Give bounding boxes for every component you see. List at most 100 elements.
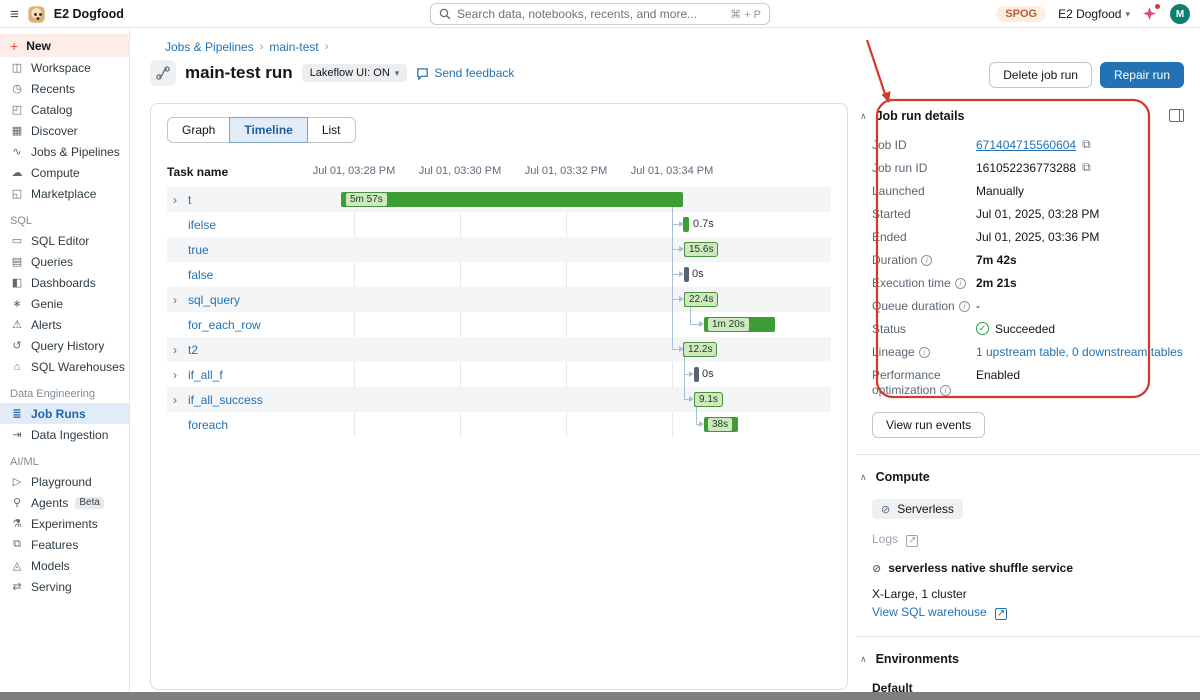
sidebar-item-models[interactable]: ◬ Models — [0, 555, 129, 576]
task-name-link[interactable]: t — [188, 192, 192, 207]
task-duration-bar[interactable] — [684, 267, 689, 282]
task-row[interactable]: true 15.6s — [167, 237, 831, 262]
sidebar-section-aiml: AI/ML — [10, 456, 39, 468]
expand-chevron-icon[interactable]: › — [173, 367, 177, 382]
field-queue-duration: Queue duration i - — [872, 299, 980, 313]
dependency-connector — [673, 298, 679, 300]
sidebar-item-marketplace[interactable]: ◱ Marketplace — [11, 186, 97, 201]
sidebar-item-sql-editor[interactable]: ▭ SQL Editor — [11, 233, 90, 248]
user-avatar[interactable]: M — [1170, 4, 1190, 24]
sidebar-item-alerts[interactable]: ⚠ Alerts — [0, 314, 129, 335]
expand-chevron-icon[interactable]: › — [173, 342, 177, 357]
dependency-arrow-icon — [679, 345, 684, 352]
spog-badge: SPOG — [996, 6, 1047, 22]
sidebar-item-data-ingestion[interactable]: ⇥ Data Ingestion — [0, 424, 129, 445]
dependency-connector — [690, 323, 699, 325]
new-button[interactable]: + New — [0, 34, 129, 57]
compute-section-header: ∧ Compute — [860, 470, 1184, 484]
expand-chevron-icon[interactable]: › — [173, 292, 177, 307]
task-row[interactable]: for_each_row 1m 20s — [167, 312, 831, 337]
tab-timeline[interactable]: Timeline — [229, 117, 308, 143]
hamburger-menu-icon[interactable]: ≡ — [10, 5, 19, 23]
sidebar-item-playground[interactable]: ▷ Playground — [0, 471, 129, 492]
sidebar-item-queries[interactable]: ▤ Queries — [11, 254, 74, 269]
task-duration-bar[interactable] — [694, 367, 699, 382]
sidebar-item-dashboards[interactable]: ◧ Dashboards — [11, 275, 96, 290]
sidebar-item-serving[interactable]: ⇄ Serving — [0, 576, 129, 597]
global-search[interactable]: ⌘ + P — [430, 3, 770, 25]
lakeflow-ui-toggle[interactable]: Lakeflow UI: ON ▾ — [301, 64, 408, 82]
dependency-connector — [684, 398, 689, 400]
external-link-icon[interactable]: ↗ — [995, 608, 1008, 620]
dependency-connector — [673, 348, 679, 350]
task-name-link[interactable]: sql_query — [188, 292, 241, 307]
view-sql-warehouse-link[interactable]: View SQL warehouse — [872, 605, 987, 619]
task-duration-bar[interactable] — [341, 192, 683, 207]
task-name-link[interactable]: if_all_f — [188, 367, 223, 382]
task-name-link[interactable]: foreach — [188, 417, 229, 432]
open-run-details-panel-icon[interactable] — [1169, 109, 1184, 122]
sidebar-item-sql-warehouses[interactable]: ⌂ SQL Warehouses — [0, 356, 129, 377]
copy-icon[interactable]: ⧉ — [1082, 137, 1091, 151]
sidebar-item-compute[interactable]: ☁ Compute — [11, 165, 80, 180]
send-feedback-link[interactable]: Send feedback — [416, 66, 514, 80]
serverless-chip[interactable]: ⊘ Serverless — [872, 499, 963, 519]
delete-job-run-button[interactable]: Delete job run — [989, 62, 1092, 88]
search-input[interactable] — [457, 7, 725, 21]
sidebar-item-experiments[interactable]: ⚗ Experiments — [0, 513, 129, 534]
recents-clock-icon: ◷ — [12, 83, 22, 95]
lineage-link[interactable]: 1 upstream table, 0 downstream tables — [976, 345, 1183, 359]
sidebar-item-recents[interactable]: ◷ Recents — [0, 78, 129, 99]
tab-graph[interactable]: Graph — [167, 117, 231, 143]
field-job-id: Job ID 671404715560604 ⧉ — [872, 137, 1091, 153]
dependency-connector — [696, 406, 697, 425]
workspace-logo[interactable] — [27, 5, 45, 23]
info-icon: i — [954, 278, 966, 289]
collapse-chevron-icon[interactable]: ∧ — [860, 471, 867, 482]
collapse-chevron-icon[interactable]: ∧ — [860, 110, 867, 121]
repair-run-button[interactable]: Repair run — [1099, 62, 1184, 88]
sidebar-item-job-runs[interactable]: ≣ Job Runs — [0, 403, 129, 424]
breadcrumb-main-test[interactable]: main-test — [269, 40, 319, 54]
task-name-link[interactable]: true — [188, 242, 209, 257]
task-row[interactable]: › if_all_success 9.1s — [167, 387, 831, 412]
task-row[interactable]: ifelse 0.7s — [167, 212, 831, 237]
shuffle-service-row: ⊘ serverless native shuffle service — [872, 561, 1073, 575]
models-icon: ◬ — [12, 560, 22, 572]
sidebar-item-query-history[interactable]: ↺ Query History — [0, 335, 129, 356]
breadcrumb-jobs-pipelines[interactable]: Jobs & Pipelines — [165, 40, 254, 54]
task-row[interactable]: › sql_query 22.4s — [167, 287, 831, 312]
expand-chevron-icon[interactable]: › — [173, 392, 177, 407]
sidebar-item-agents[interactable]: ⚲ Agents Beta — [0, 492, 129, 513]
sidebar-item-catalog[interactable]: ◰ Catalog — [11, 102, 73, 117]
job-id-link[interactable]: 671404715560604 — [976, 138, 1077, 152]
task-duration-bar[interactable] — [683, 217, 689, 232]
task-row[interactable]: › t2 12.2s — [167, 337, 831, 362]
task-row[interactable]: › if_all_f 0s — [167, 362, 831, 387]
sidebar-item-jobs-pipelines[interactable]: ∿ Jobs & Pipelines — [0, 141, 129, 162]
logs-link[interactable]: Logs — [872, 532, 899, 546]
sidebar-item-workspace[interactable]: ◫ Workspace — [11, 60, 91, 75]
workspace-switcher[interactable]: E2 Dogfood ▾ — [1058, 7, 1130, 21]
collapse-chevron-icon[interactable]: ∧ — [860, 653, 867, 664]
sidebar-item-genie[interactable]: ∗ Genie — [0, 293, 129, 314]
task-row[interactable]: foreach 38s — [167, 412, 831, 437]
sidebar-item-discover[interactable]: ▦ Discover — [11, 123, 78, 138]
assistant-sparkle-icon[interactable] — [1142, 4, 1160, 22]
task-row[interactable]: false 0s — [167, 262, 831, 287]
task-row[interactable]: › t 5m 57s — [167, 187, 831, 212]
dashboards-icon: ◧ — [11, 277, 23, 289]
copy-icon[interactable]: ⧉ — [1082, 160, 1091, 174]
task-name-link[interactable]: if_all_success — [188, 392, 263, 407]
task-name-link[interactable]: t2 — [188, 342, 199, 357]
task-name-link[interactable]: for_each_row — [188, 317, 261, 332]
marketplace-icon: ◱ — [11, 188, 23, 200]
tab-list[interactable]: List — [306, 117, 356, 143]
task-name-link[interactable]: ifelse — [188, 217, 217, 232]
alerts-bell-icon: ⚠ — [12, 319, 22, 331]
dependency-connector — [696, 423, 699, 425]
view-run-events-button[interactable]: View run events — [872, 412, 986, 438]
expand-chevron-icon[interactable]: › — [173, 192, 177, 207]
sidebar-item-features[interactable]: ⧉ Features — [0, 534, 129, 555]
task-name-link[interactable]: false — [188, 267, 214, 282]
